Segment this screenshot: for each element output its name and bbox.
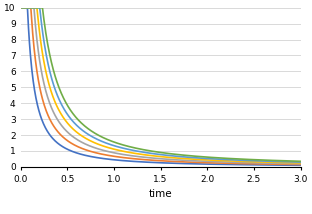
X-axis label: time: time (149, 189, 173, 199)
